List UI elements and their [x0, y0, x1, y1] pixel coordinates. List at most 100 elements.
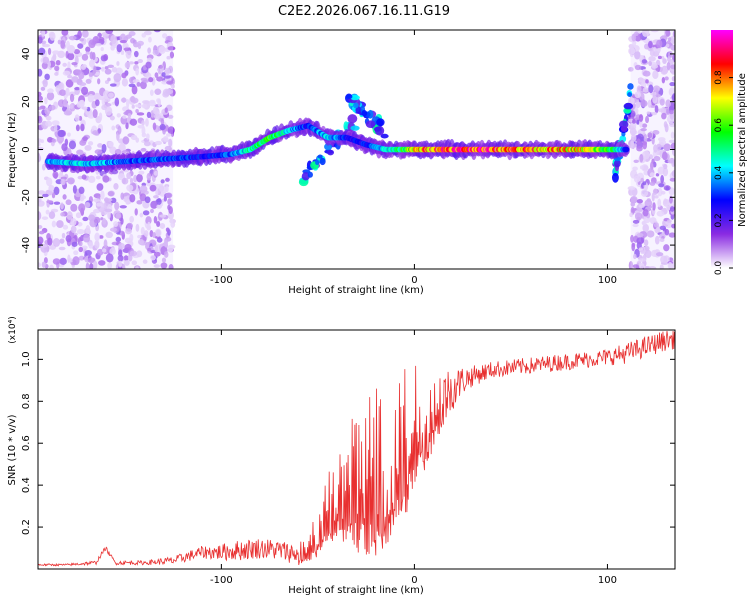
- noise-speck: [147, 47, 152, 54]
- noise-speck: [630, 134, 637, 142]
- noise-speck: [68, 140, 77, 150]
- noise-speck: [79, 139, 87, 146]
- noise-speck: [109, 227, 118, 232]
- noise-speck: [125, 122, 129, 130]
- noise-speck: [169, 51, 174, 59]
- noise-speck: [114, 201, 120, 211]
- noise-speck: [152, 122, 157, 131]
- noise-speck: [54, 65, 60, 72]
- noise-speck: [53, 124, 58, 132]
- noise-speck: [153, 216, 158, 224]
- noise-speck: [61, 232, 66, 239]
- noise-speck: [84, 202, 91, 209]
- noise-speck: [648, 266, 657, 269]
- noise-wash: [38, 30, 174, 269]
- feature-blob: [352, 102, 359, 109]
- noise-speck: [636, 198, 643, 204]
- noise-speck: [129, 118, 138, 126]
- noise-speck: [78, 82, 87, 87]
- noise-speck: [156, 237, 163, 243]
- spectrogram-ylabel: Frequency (Hz): [7, 112, 18, 188]
- noise-speck: [95, 99, 100, 107]
- noise-speck: [644, 245, 650, 251]
- noise-speck: [121, 177, 129, 185]
- noise-speck: [669, 177, 675, 182]
- noise-speck: [82, 216, 89, 222]
- feature-blob: [361, 110, 368, 117]
- noise-speck: [47, 47, 52, 56]
- noise-speck: [649, 50, 656, 57]
- feature-blob: [624, 102, 633, 108]
- noise-speck: [63, 98, 68, 108]
- spectrogram-yticks: -40 -20 0 20 40: [21, 48, 675, 253]
- noise-speck: [153, 251, 161, 257]
- noise-speck: [93, 65, 97, 74]
- noise-speck: [664, 123, 669, 133]
- noise-speck: [147, 221, 151, 230]
- noise-speck: [93, 92, 101, 102]
- noise-speck: [659, 98, 665, 106]
- noise-speck: [639, 153, 644, 163]
- noise-speck: [663, 143, 671, 152]
- noise-speck: [55, 85, 60, 93]
- noise-speck: [647, 132, 653, 139]
- noise-speck: [113, 221, 119, 227]
- noise-speck: [51, 192, 56, 199]
- noise-speck: [652, 130, 660, 135]
- noise-speck: [653, 156, 661, 162]
- noise-speck: [71, 241, 78, 247]
- noise-speck: [662, 58, 667, 64]
- noise-speck: [85, 46, 91, 53]
- noise-speck: [77, 175, 83, 180]
- noise-speck: [137, 238, 145, 245]
- spec-ytick-label: -20: [21, 189, 32, 205]
- noise-speck: [71, 61, 78, 66]
- noise-speck: [640, 249, 644, 254]
- noise-speck: [98, 235, 104, 239]
- noise-speck: [48, 184, 55, 192]
- noise-speck: [646, 198, 651, 202]
- feature-blob: [350, 125, 360, 131]
- noise-speck: [85, 78, 92, 84]
- feature-blob: [343, 121, 349, 131]
- noise-speck: [88, 72, 94, 77]
- noise-speck: [137, 124, 145, 129]
- noise-speck: [125, 200, 130, 205]
- noise-speck: [47, 237, 53, 246]
- noise-speck: [126, 99, 130, 108]
- noise-speck: [123, 47, 132, 52]
- noise-speck: [164, 185, 169, 193]
- noise-speck: [663, 244, 670, 252]
- noise-speck: [38, 95, 43, 102]
- noise-speck: [165, 133, 172, 137]
- noise-speck: [153, 195, 159, 199]
- noise-speck: [62, 70, 71, 76]
- noise-speck: [65, 234, 72, 243]
- spec-xtick-label: -100: [210, 275, 233, 286]
- noise-speck: [167, 126, 175, 135]
- noise-speck: [136, 173, 143, 183]
- feature-blob: [611, 172, 619, 183]
- feature-blob: [376, 118, 385, 127]
- noise-speck: [122, 115, 127, 119]
- noise-speck: [94, 240, 100, 249]
- noise-speck: [158, 45, 166, 54]
- noise-speck: [641, 123, 648, 128]
- noise-speck: [101, 248, 107, 253]
- feature-blob: [324, 143, 333, 151]
- noise-speck: [146, 111, 152, 119]
- noise-speck: [662, 66, 666, 75]
- noise-speck: [80, 64, 87, 70]
- noise-speck: [82, 136, 88, 141]
- noise-speck: [636, 233, 644, 238]
- noise-speck: [78, 71, 85, 80]
- noise-speck: [653, 144, 658, 153]
- noise-speck: [46, 200, 54, 204]
- noise-speck: [665, 30, 671, 37]
- noise-speck: [642, 181, 647, 186]
- feature-blob: [319, 157, 326, 166]
- colorbar-tick-label: 0.2: [714, 213, 724, 227]
- noise-speck: [170, 84, 175, 89]
- noise-speck: [155, 229, 161, 237]
- noise-speck: [665, 99, 671, 108]
